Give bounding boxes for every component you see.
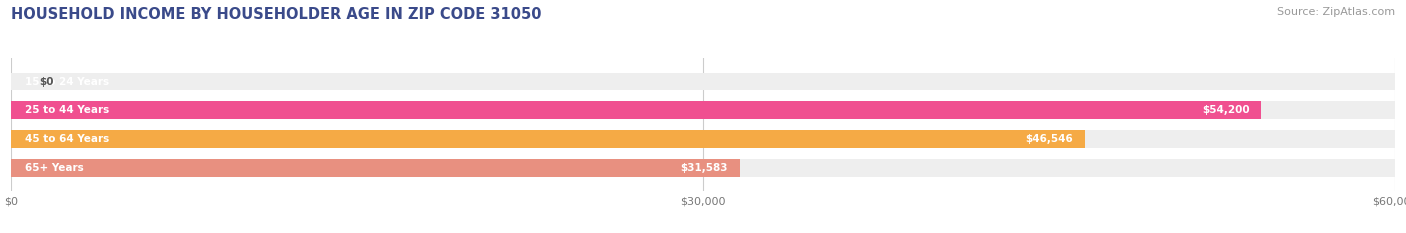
- Bar: [11, 101, 1261, 119]
- Bar: [11, 130, 1395, 148]
- Text: HOUSEHOLD INCOME BY HOUSEHOLDER AGE IN ZIP CODE 31050: HOUSEHOLD INCOME BY HOUSEHOLDER AGE IN Z…: [11, 7, 541, 22]
- Text: Source: ZipAtlas.com: Source: ZipAtlas.com: [1277, 7, 1395, 17]
- Bar: [11, 73, 1395, 90]
- Text: $46,546: $46,546: [1025, 134, 1073, 144]
- Text: 25 to 44 Years: 25 to 44 Years: [25, 105, 110, 115]
- Bar: [11, 101, 1395, 119]
- Text: $54,200: $54,200: [1202, 105, 1250, 115]
- Text: $0: $0: [39, 76, 53, 86]
- Bar: [11, 159, 740, 177]
- Text: 15 to 24 Years: 15 to 24 Years: [25, 76, 110, 86]
- Text: 45 to 64 Years: 45 to 64 Years: [25, 134, 110, 144]
- Bar: [11, 130, 1084, 148]
- Text: 65+ Years: 65+ Years: [25, 163, 84, 173]
- Bar: [11, 159, 1395, 177]
- Text: $31,583: $31,583: [681, 163, 728, 173]
